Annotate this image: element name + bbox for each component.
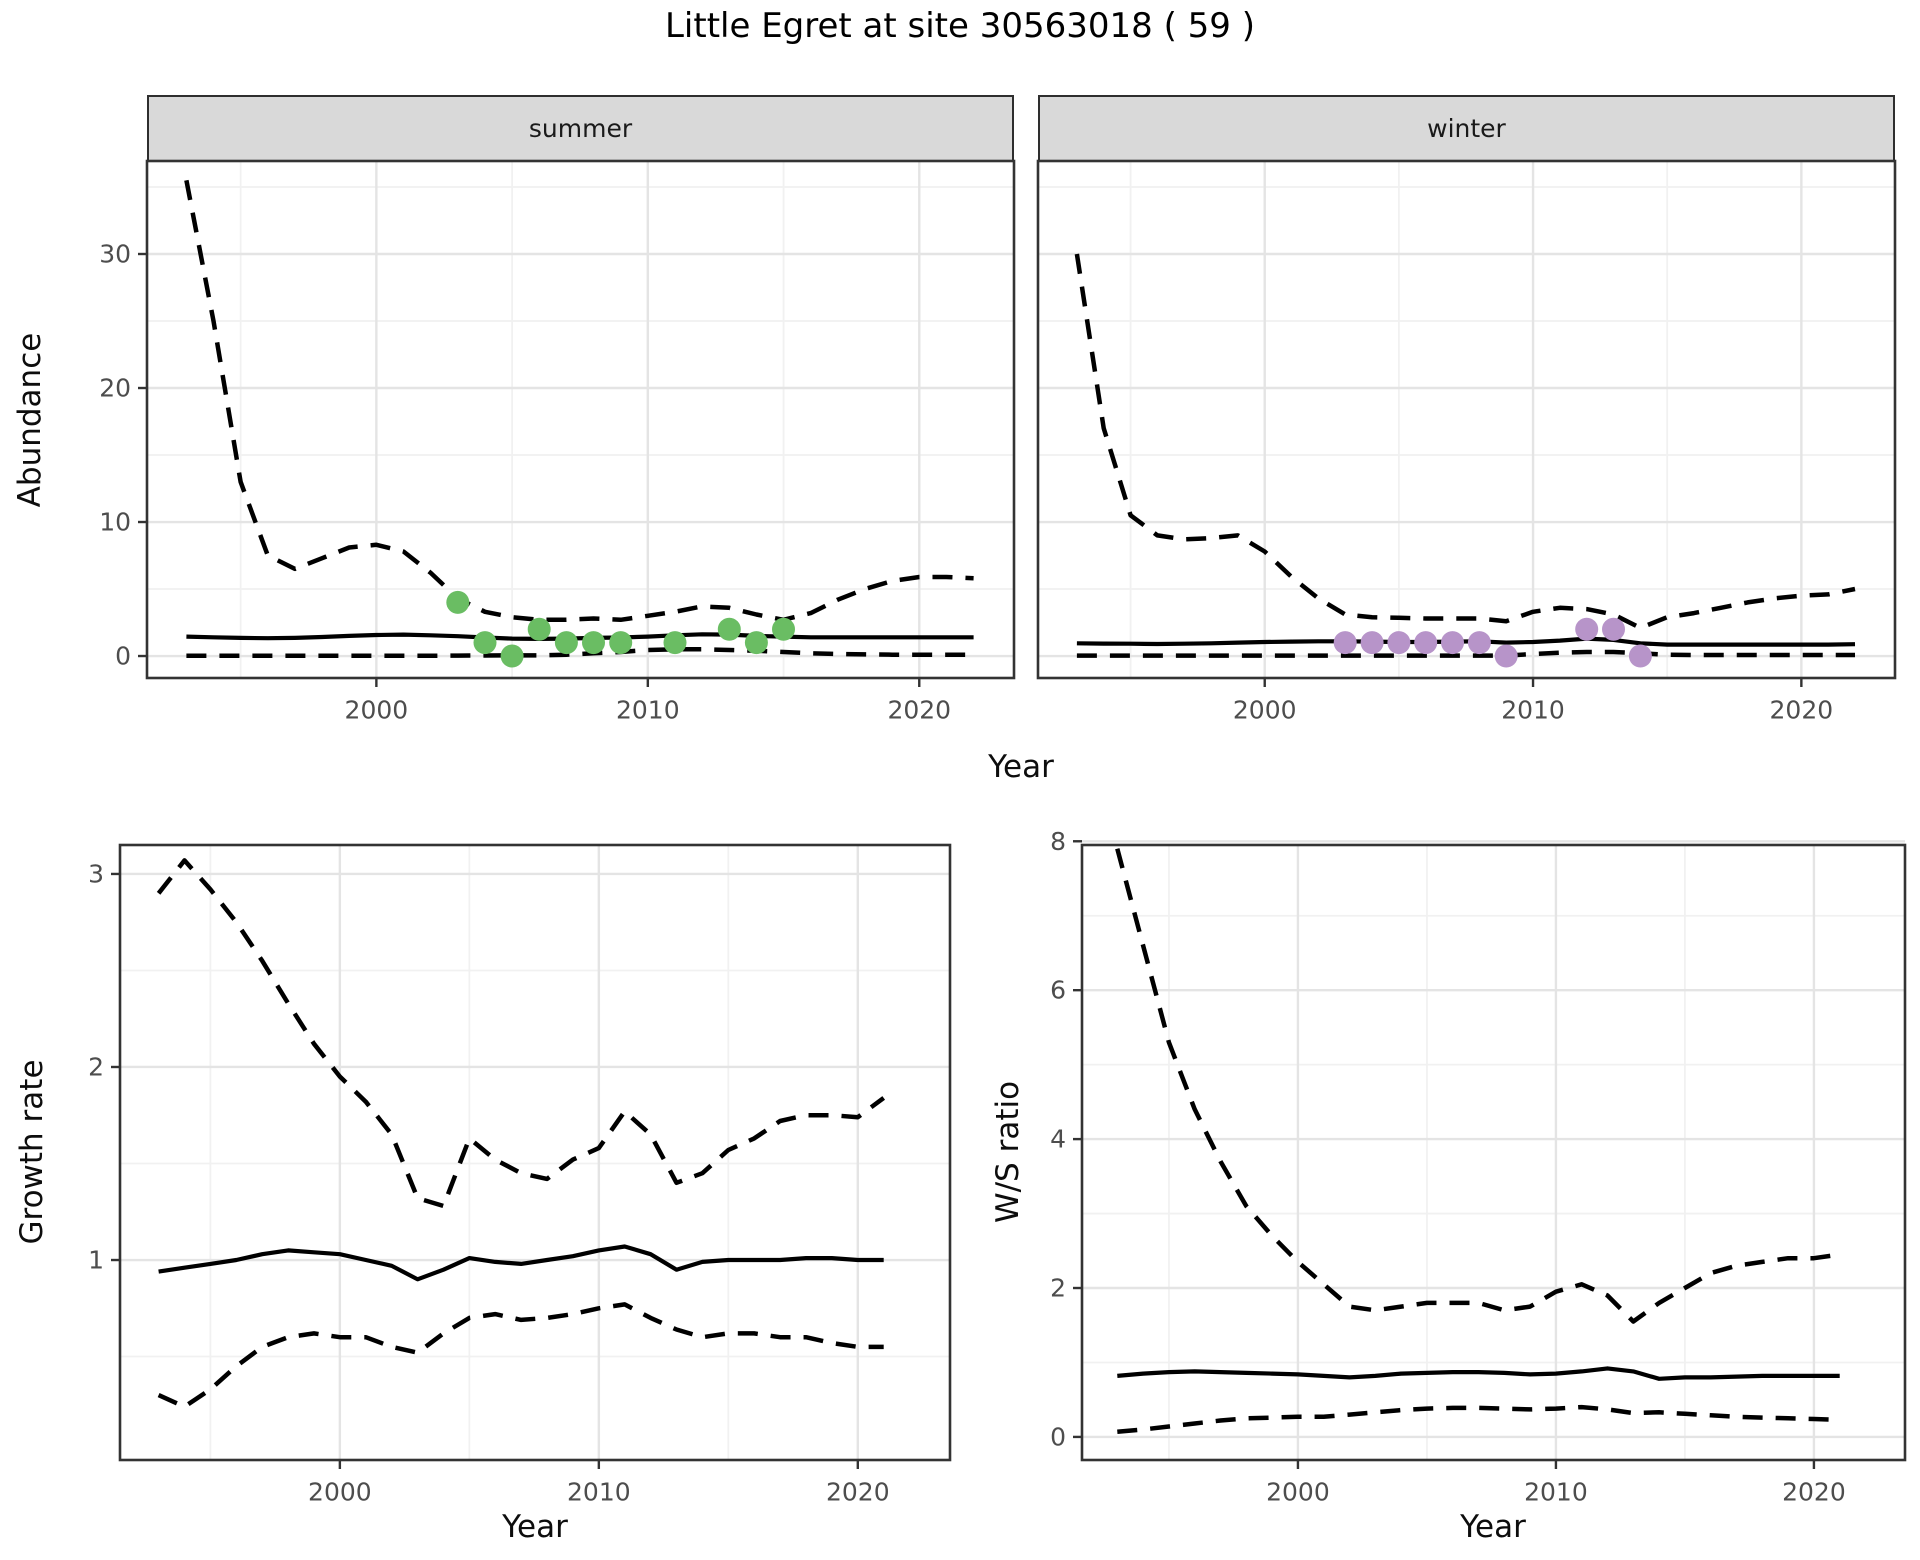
facet-strip-winter: winter (1038, 95, 1895, 162)
axis-ticks (1263, 678, 1803, 687)
x-tick-label: 2020 (826, 1477, 890, 1506)
major-gridlines (1038, 161, 1895, 678)
facet-strip-winter-label: winter (1427, 114, 1506, 143)
observed-count-point (554, 631, 578, 655)
observed-count-point (446, 590, 470, 614)
x-tick-label: 2010 (1524, 1477, 1588, 1506)
panel-border (1080, 843, 1907, 1462)
observed-count-point (744, 631, 768, 655)
observed_counts-points (446, 590, 795, 668)
major-gridlines (1082, 840, 1905, 1460)
y-tick-label: 20 (99, 374, 131, 403)
observed-count-point (582, 631, 605, 655)
minor-gridlines (1082, 845, 1905, 1460)
x-tick-label: 2010 (1501, 695, 1565, 724)
x-tick-label: 2000 (308, 1477, 372, 1506)
observed-count-point (1387, 631, 1411, 655)
y-tick-label: 0 (115, 642, 131, 671)
observed-count-point (1441, 631, 1464, 655)
upper_ci-line (184, 179, 974, 623)
x-tick-label: 2010 (567, 1477, 631, 1506)
y-tick-label: 1 (88, 1246, 104, 1275)
axis-tick-labels: 2000 2010 2020 0 10 20 30 (99, 240, 951, 725)
panel-border (145, 159, 1016, 680)
mean-line (186, 632, 974, 641)
observed-count-point (609, 631, 633, 655)
axis-ticks (111, 872, 860, 1469)
x-axis-title-year-growth: Year (502, 1509, 568, 1545)
axis-ticks (1073, 840, 1816, 1469)
observed-count-point (1602, 617, 1625, 641)
observed-count-point (1467, 631, 1491, 655)
mean-line (1076, 636, 1856, 647)
axis-tick-labels: 2000 2010 2020 0 2 4 6 8 (1050, 827, 1846, 1507)
mean-line (1117, 1366, 1840, 1381)
facet-strip-summer-label: summer (528, 114, 633, 143)
facet-strip-summer: summer (147, 95, 1014, 162)
lower_ci-line (157, 1302, 884, 1409)
x-tick-label: 2020 (1782, 1477, 1846, 1506)
y-tick-label: 30 (99, 240, 131, 269)
mean-line (158, 1244, 884, 1282)
y-tick-label: 10 (99, 508, 131, 537)
abundance_winter-chart: 2000 2010 2020 (1036, 159, 1897, 724)
panel-border (1036, 159, 1897, 680)
observed-count-point (1628, 644, 1652, 668)
observed-count-point (1360, 631, 1384, 655)
minor-gridlines (120, 845, 950, 1460)
lower_ci-line (1117, 1404, 1840, 1434)
y-tick-label: 0 (1050, 1422, 1066, 1451)
observed-count-point (527, 617, 551, 641)
observed-count-point (500, 644, 524, 668)
axis-tick-labels: 2000 2010 2020 1 2 3 (88, 859, 890, 1506)
observed_counts-points (1333, 617, 1652, 668)
minor-gridlines (1038, 161, 1895, 678)
y-tick-label: 8 (1050, 827, 1066, 856)
observed-count-point (473, 631, 497, 655)
panel-border (118, 843, 952, 1462)
y-tick-label: 2 (1050, 1274, 1066, 1303)
ws_ratio-chart: 2000 2010 2020 0 2 4 6 8 (1050, 827, 1907, 1507)
y-tick-label: 4 (1050, 1125, 1066, 1154)
minor-gridlines (147, 161, 1014, 678)
x-tick-label: 2000 (345, 695, 409, 724)
x-axis-title-year-ws: Year (1460, 1509, 1526, 1545)
observed-count-point (1575, 617, 1599, 641)
y-tick-label: 6 (1050, 976, 1066, 1005)
upper_ci-line (1074, 253, 1856, 631)
x-axis-title-year-top: Year (988, 749, 1054, 785)
y-tick-label: 3 (88, 859, 104, 888)
observed-count-point (1494, 644, 1518, 668)
x-tick-label: 2000 (1233, 695, 1297, 724)
observed-count-point (772, 617, 795, 641)
upper_ci-line (1115, 848, 1841, 1324)
upper_ci-line (156, 858, 886, 1209)
abundance_summer-chart: 2000 2010 2020 0 10 20 30 (99, 159, 1016, 725)
axis-ticks (138, 252, 921, 687)
axis-tick-labels: 2000 2010 2020 (1233, 695, 1833, 724)
plot-title: Little Egret at site 30563018 ( 59 ) (664, 6, 1256, 46)
observed-count-point (1333, 631, 1357, 655)
observed-count-point (717, 617, 741, 641)
x-tick-label: 2020 (887, 695, 951, 724)
x-tick-label: 2020 (1770, 695, 1834, 724)
growth_rate-chart: 2000 2010 2020 1 2 3 (88, 843, 952, 1506)
x-tick-label: 2010 (616, 695, 680, 724)
y-tick-label: 2 (88, 1052, 104, 1081)
x-tick-label: 2000 (1266, 1477, 1330, 1506)
major-gridlines (147, 161, 1014, 678)
observed-count-point (663, 631, 687, 655)
observed-count-point (1414, 631, 1438, 655)
